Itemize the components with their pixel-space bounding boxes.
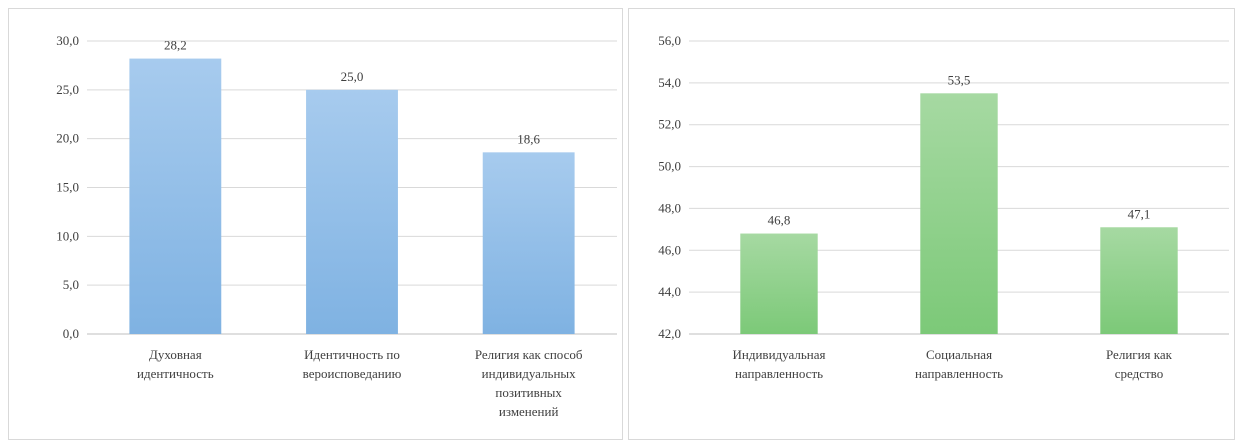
category-label: Социальная <box>926 347 992 362</box>
category-label: Религия как способ <box>475 347 583 362</box>
y-tick-label: 48,0 <box>658 200 681 215</box>
category-label: позитивных <box>495 385 562 400</box>
y-tick-label: 0,0 <box>63 326 79 341</box>
category-label: Духовная <box>149 347 202 362</box>
bar <box>920 93 998 334</box>
data-label: 47,1 <box>1128 206 1151 221</box>
bar-chart-left: 0,0 5,0 10,0 15,0 20,0 25,0 30,0 28,2 Духовная ид… <box>56 33 617 419</box>
chart-panel-right: 42,0 44,0 46,0 48,0 50,0 52,0 54,0 56,0 46,8 Инди… <box>628 8 1235 440</box>
data-label: 46,8 <box>768 213 791 228</box>
y-tick-label: 46,0 <box>658 242 681 257</box>
y-tick-label: 50,0 <box>658 159 681 174</box>
bar-chart-right: 42,0 44,0 46,0 48,0 50,0 52,0 54,0 56,0 46,8 Инди… <box>658 33 1229 381</box>
category-label: Религия как <box>1106 347 1173 362</box>
y-tick-label: 54,0 <box>658 75 681 90</box>
y-tick-label: 52,0 <box>658 117 681 132</box>
y-tick-label: 25,0 <box>56 82 79 97</box>
chart-panel-left: 0,0 5,0 10,0 15,0 20,0 25,0 30,0 28,2 Духовная ид… <box>8 8 623 440</box>
y-tick-label: 30,0 <box>56 33 79 48</box>
bar <box>306 89 398 334</box>
y-tick-label: 5,0 <box>63 277 79 292</box>
y-tick-label: 10,0 <box>56 228 79 243</box>
bar <box>482 152 575 334</box>
category-label: направленность <box>915 366 1003 381</box>
y-tick-label: 15,0 <box>56 180 79 195</box>
data-label: 28,2 <box>164 38 187 53</box>
y-tick-label: 56,0 <box>658 33 681 48</box>
bar <box>740 233 818 334</box>
data-label: 18,6 <box>517 131 540 146</box>
category-label: идентичность <box>137 366 214 381</box>
y-tick-label: 44,0 <box>658 284 681 299</box>
data-label: 53,5 <box>948 72 971 87</box>
category-label: направленность <box>735 366 823 381</box>
bar <box>1100 227 1178 334</box>
category-label: вероисповеданию <box>303 366 402 381</box>
category-label: изменений <box>499 404 559 419</box>
data-label: 25,0 <box>341 69 364 84</box>
category-label: Индивидуальная <box>733 347 826 362</box>
y-tick-label: 42,0 <box>658 326 681 341</box>
y-tick-label: 20,0 <box>56 131 79 146</box>
category-label: Идентичность по <box>304 347 400 362</box>
category-label: средство <box>1115 366 1163 381</box>
bar <box>129 58 222 334</box>
category-label: индивидуальных <box>482 366 577 381</box>
